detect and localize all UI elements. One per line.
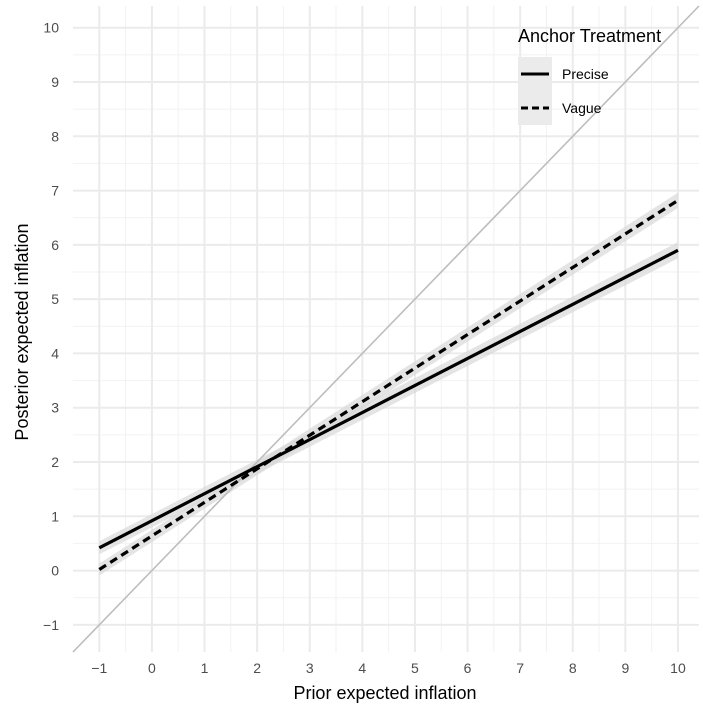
y-tick-label: 9 — [51, 74, 59, 90]
y-tick-label: −1 — [43, 617, 59, 633]
x-tick-label: 2 — [253, 660, 261, 676]
series-line-vague — [98, 198, 679, 571]
series-lines — [98, 198, 679, 571]
y-tick-label: 1 — [51, 508, 59, 524]
series-line-precise — [98, 248, 679, 550]
x-tick-label: 5 — [411, 660, 419, 676]
legend-label-vague: Vague — [562, 100, 602, 116]
y-tick-label: 4 — [51, 345, 59, 361]
legend: Anchor Treatment Precise Vague — [518, 26, 661, 125]
y-axis-title: Posterior expected inflation — [12, 223, 32, 440]
x-tick-label: 10 — [670, 660, 686, 676]
x-tick-label: 9 — [621, 660, 629, 676]
y-tick-label: 8 — [51, 128, 59, 144]
y-tick-label: 2 — [51, 454, 59, 470]
y-tick-label: 5 — [51, 291, 59, 307]
y-axis-ticks: −1 0 1 2 3 4 5 6 7 8 9 10 — [43, 20, 59, 633]
grid-minor — [73, 6, 699, 652]
y-tick-label: 10 — [43, 20, 59, 36]
legend-title: Anchor Treatment — [518, 26, 661, 46]
legend-label-precise: Precise — [562, 66, 609, 82]
x-tick-label: −1 — [91, 660, 107, 676]
x-tick-label: 6 — [464, 660, 472, 676]
y-tick-label: 6 — [51, 237, 59, 253]
x-axis-ticks: −1 0 1 2 3 4 5 6 7 8 9 10 — [91, 660, 686, 676]
x-tick-label: 7 — [516, 660, 524, 676]
x-tick-label: 3 — [306, 660, 314, 676]
x-tick-label: 1 — [201, 660, 209, 676]
x-tick-label: 0 — [148, 660, 156, 676]
reference-line-group — [72, 5, 700, 653]
y-tick-label: 7 — [51, 183, 59, 199]
y-tick-label: 3 — [51, 400, 59, 416]
x-tick-label: 8 — [569, 660, 577, 676]
x-tick-label: 4 — [358, 660, 366, 676]
reference-line-45deg — [72, 5, 700, 653]
x-axis-title: Prior expected inflation — [293, 683, 476, 703]
y-tick-label: 0 — [51, 563, 59, 579]
